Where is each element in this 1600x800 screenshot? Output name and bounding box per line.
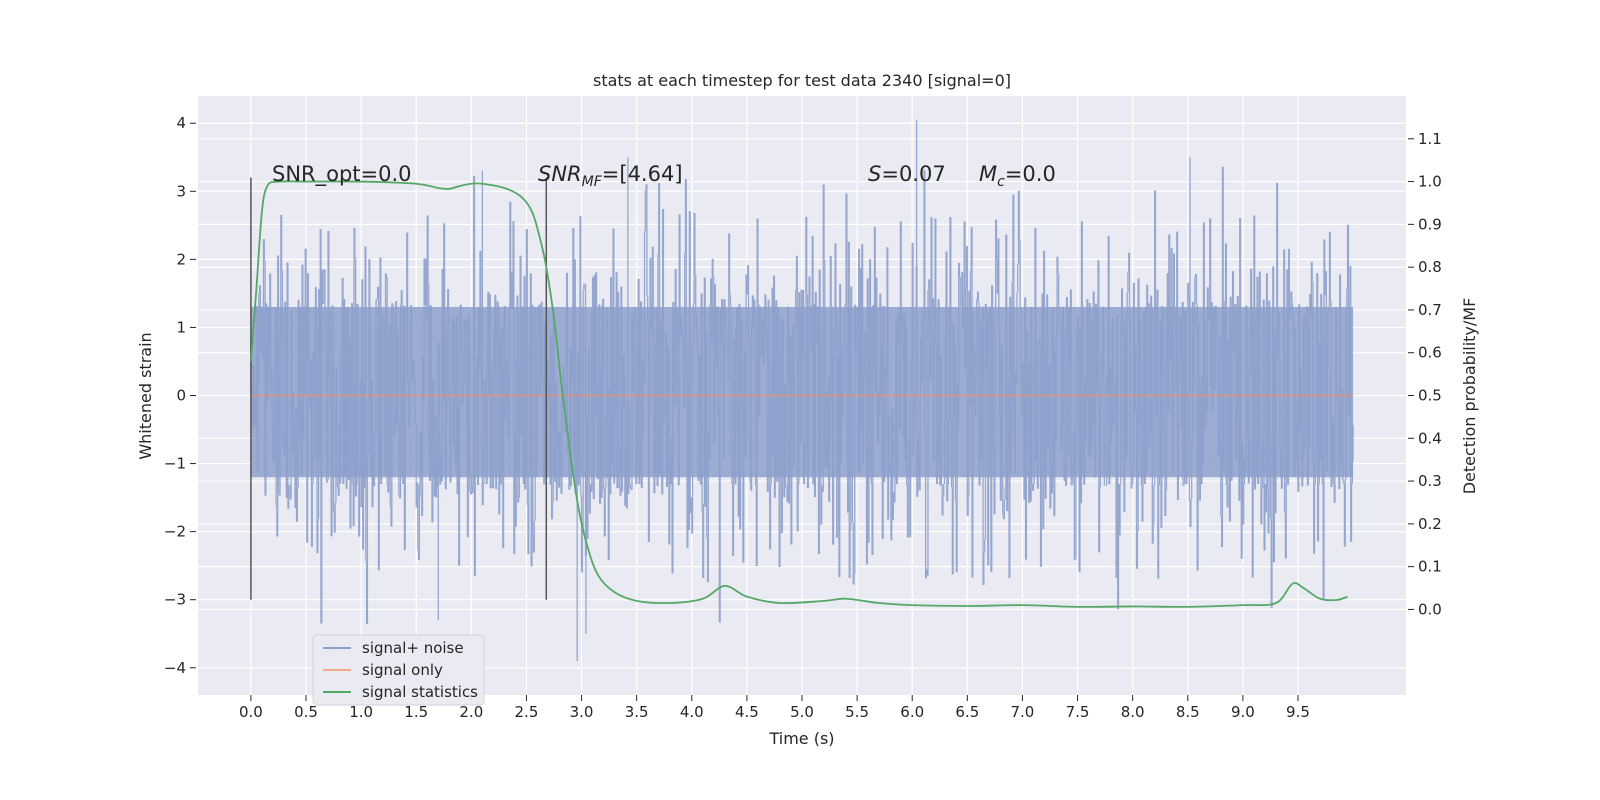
legend-label-signal-statistics: signal statistics xyxy=(362,683,478,701)
x-tick-label: 7.5 xyxy=(1066,703,1090,721)
legend: signal+ noise signal only signal statist… xyxy=(312,634,485,706)
y-tick-label: 3 xyxy=(176,182,186,200)
y-tick-label: −1 xyxy=(164,455,186,473)
y-tick-label: 2 xyxy=(176,250,186,268)
x-tick-label: 9.0 xyxy=(1231,703,1255,721)
y2-tick-label: 0.1 xyxy=(1418,558,1442,576)
x-tick-label: 6.5 xyxy=(955,703,979,721)
x-tick-label: 1.5 xyxy=(404,703,428,721)
vertical-markers xyxy=(250,177,548,600)
annotation-mc: Mc=0.0 xyxy=(979,162,1056,190)
x-tick-label: 2.0 xyxy=(459,703,483,721)
x-tick-label: 6.0 xyxy=(900,703,924,721)
y2-tick-label: 0.4 xyxy=(1418,429,1442,447)
x-tick-label: 0.5 xyxy=(294,703,318,721)
x-tick-label: 3.5 xyxy=(625,703,649,721)
y2-tick-label: 0.8 xyxy=(1418,258,1442,276)
legend-label-signal-only: signal only xyxy=(362,661,443,679)
chart-title: stats at each timestep for test data 234… xyxy=(593,71,1011,90)
x-tick-label: 9.5 xyxy=(1286,703,1310,721)
x-tick-label: 2.5 xyxy=(515,703,539,721)
y-tick-label: 0 xyxy=(176,387,186,405)
x-tick-label: 4.5 xyxy=(735,703,759,721)
x-tick-label: 8.5 xyxy=(1176,703,1200,721)
x-tick-label: 3.0 xyxy=(570,703,594,721)
y2-tick-label: 1.0 xyxy=(1418,173,1442,191)
x-tick-label: 4.0 xyxy=(680,703,704,721)
x-tick-label: 5.0 xyxy=(790,703,814,721)
annotation-s: S=0.07 xyxy=(868,162,946,186)
x-tick-label: 8.0 xyxy=(1121,703,1145,721)
y2-tick-label: 0.5 xyxy=(1418,387,1442,405)
y-tick-label: −4 xyxy=(164,659,186,677)
series-signal-statistics xyxy=(250,180,1348,608)
y-axis-label: Whitened strain xyxy=(136,332,155,459)
y-tick-label: 1 xyxy=(176,318,186,336)
y2-tick-label: 0.6 xyxy=(1418,344,1442,362)
legend-box xyxy=(312,634,485,706)
y-axis-ticks: 4 3 2 1 0 −1 −2 −3 −4 xyxy=(164,114,196,677)
x-axis-ticks: 0.0 0.5 1.0 1.5 2.0 2.5 3.0 3.5 4.0 4.5 5.0 5.5 6.0 6… xyxy=(239,695,1310,721)
y-tick-label: 4 xyxy=(176,114,186,132)
annotation-snr-opt: SNR_opt=0.0 xyxy=(272,162,412,187)
x-axis-label: Time (s) xyxy=(768,729,834,748)
y2-axis-label: Detection probability/MF xyxy=(1460,298,1479,495)
x-tick-label: 1.0 xyxy=(349,703,373,721)
y2-tick-label: 0.2 xyxy=(1418,515,1442,533)
y2-tick-label: 0.0 xyxy=(1418,600,1442,618)
y-tick-label: −3 xyxy=(164,591,186,609)
legend-label-signal-noise: signal+ noise xyxy=(362,639,464,657)
x-tick-label: 0.0 xyxy=(239,703,263,721)
y2-tick-label: 0.9 xyxy=(1418,215,1442,233)
y2-tick-label: 1.1 xyxy=(1418,130,1442,148)
y-tick-label: −2 xyxy=(164,523,186,541)
x-tick-label: 7.0 xyxy=(1011,703,1035,721)
y2-tick-label: 0.3 xyxy=(1418,472,1442,490)
annotation-snr-mf: SNRMF=[4.64] xyxy=(538,162,683,190)
x-tick-label: 5.5 xyxy=(845,703,869,721)
series-signal-noise xyxy=(250,119,1354,661)
y2-tick-label: 0.7 xyxy=(1418,301,1442,319)
y2-axis-ticks: 1.1 1.0 0.9 0.8 0.7 0.6 0.5 0.4 0.3 0.2 0.1 0.0 xyxy=(1408,130,1442,618)
